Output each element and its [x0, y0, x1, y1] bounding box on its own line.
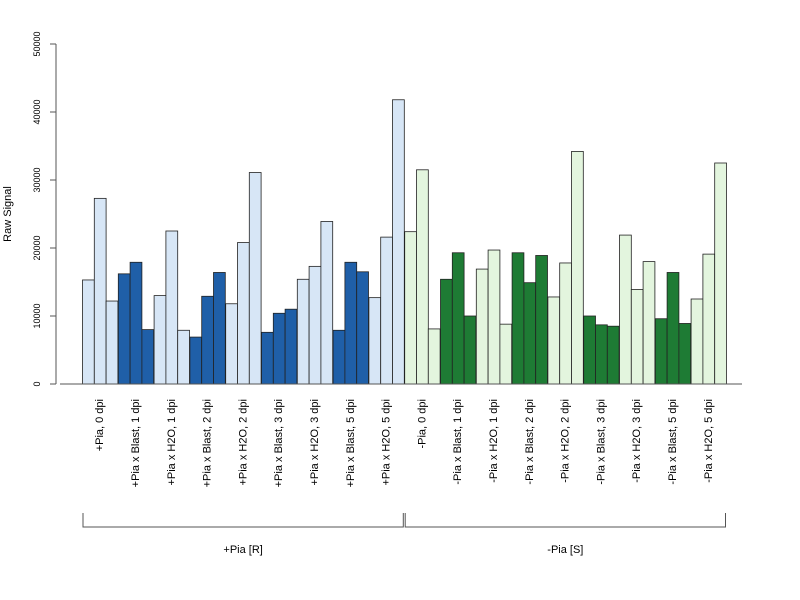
- bar: [261, 331, 274, 385]
- bar: [141, 329, 155, 385]
- y-tick-label: 20000: [32, 235, 42, 260]
- bar: [499, 323, 513, 385]
- x-tick-label: -Pia x H2O, 3 dpi: [631, 399, 643, 483]
- bar: [308, 265, 322, 385]
- bar: [583, 315, 596, 385]
- bar: [642, 261, 656, 385]
- bar: [225, 303, 238, 385]
- x-tick-label: -Pia, 0 dpi: [416, 399, 428, 449]
- x-tick-label: +Pia x H2O, 3 dpi: [309, 399, 321, 486]
- bar: [427, 328, 441, 385]
- group-bracket: [82, 513, 404, 528]
- y-tick-label: 0: [32, 381, 42, 386]
- x-tick-label: -Pia x H2O, 1 dpi: [488, 399, 500, 483]
- bar: [666, 272, 680, 385]
- x-tick-label: +Pia x Blast, 2 dpi: [202, 399, 214, 487]
- bar: [82, 279, 95, 385]
- x-tick-label: +Pia x H2O, 1 dpi: [166, 399, 178, 486]
- bar: [571, 151, 584, 385]
- bar: [487, 249, 501, 385]
- bar: [201, 295, 214, 385]
- bar: [559, 262, 572, 385]
- x-tick-label: +Pia x H2O, 5 dpi: [381, 399, 393, 486]
- y-axis: 0 10000 20000 30000 40000 50000: [32, 31, 57, 387]
- bar: [714, 162, 727, 385]
- bar: [702, 253, 716, 385]
- bar: [296, 278, 310, 385]
- bar: [654, 318, 668, 385]
- bar: [284, 308, 298, 385]
- bar: [368, 297, 382, 385]
- y-tick-label: 30000: [32, 167, 42, 192]
- bar: [117, 273, 131, 385]
- bar: [535, 255, 548, 385]
- bar: [332, 329, 346, 385]
- bar: [523, 282, 537, 385]
- bar: [320, 221, 334, 385]
- bar: [547, 296, 561, 385]
- bar: [678, 323, 692, 385]
- bar: [237, 242, 250, 385]
- bar: [606, 325, 620, 385]
- bar: [165, 230, 179, 385]
- group-label: +Pia [R]: [223, 544, 262, 556]
- bar: [213, 272, 226, 385]
- bar: [272, 312, 286, 385]
- bar: [356, 271, 369, 385]
- x-tick-label: -Pia x Blast, 1 dpi: [452, 399, 464, 485]
- y-tick-label: 50000: [32, 31, 42, 56]
- bar: [404, 231, 417, 385]
- group-brackets: +Pia [R] -Pia [S]: [82, 513, 726, 556]
- x-tick-label: +Pia x Blast, 1 dpi: [130, 399, 142, 487]
- x-tick-label: -Pia x H2O, 2 dpi: [560, 399, 572, 483]
- y-axis-label: Raw Signal: [2, 186, 14, 242]
- bar: [344, 261, 358, 385]
- y-tick-label: 40000: [32, 99, 42, 124]
- x-tick-label: +Pia x H2O, 2 dpi: [237, 399, 249, 486]
- bar: [619, 234, 632, 385]
- bar: [463, 315, 477, 385]
- bars-layer: [82, 99, 727, 385]
- bar: [451, 252, 465, 385]
- bar: [595, 324, 608, 385]
- bar: [380, 236, 393, 385]
- bar: [475, 268, 489, 385]
- x-tick-label: +Pia x Blast, 5 dpi: [345, 399, 357, 487]
- bar: [189, 336, 203, 385]
- bar: [105, 300, 119, 385]
- bar: [511, 252, 525, 385]
- x-tick-label: +Pia x Blast, 3 dpi: [273, 399, 285, 487]
- x-tick-label: -Pia x Blast, 5 dpi: [667, 399, 679, 485]
- y-tick-label: 10000: [32, 303, 42, 328]
- bar: [690, 298, 704, 385]
- bar: [153, 295, 167, 385]
- x-tick-labels: +Pia, 0 dpi +Pia x Blast, 1 dpi +Pia x H2O…: [94, 399, 715, 487]
- group-label: -Pia [S]: [547, 544, 583, 556]
- bar: [129, 261, 143, 385]
- x-tick-label: -Pia x Blast, 3 dpi: [595, 399, 607, 485]
- bar: [416, 169, 429, 385]
- bar: [177, 329, 190, 385]
- bar: [248, 172, 262, 385]
- bar: [440, 278, 453, 385]
- x-tick-label: -Pia x Blast, 2 dpi: [524, 399, 536, 485]
- x-tick-label: +Pia, 0 dpi: [94, 399, 106, 451]
- bar: [93, 197, 107, 385]
- bar: [630, 289, 644, 385]
- group-bracket: [404, 513, 726, 528]
- x-tick-label: -Pia x H2O, 5 dpi: [703, 399, 715, 483]
- bar: [392, 99, 405, 385]
